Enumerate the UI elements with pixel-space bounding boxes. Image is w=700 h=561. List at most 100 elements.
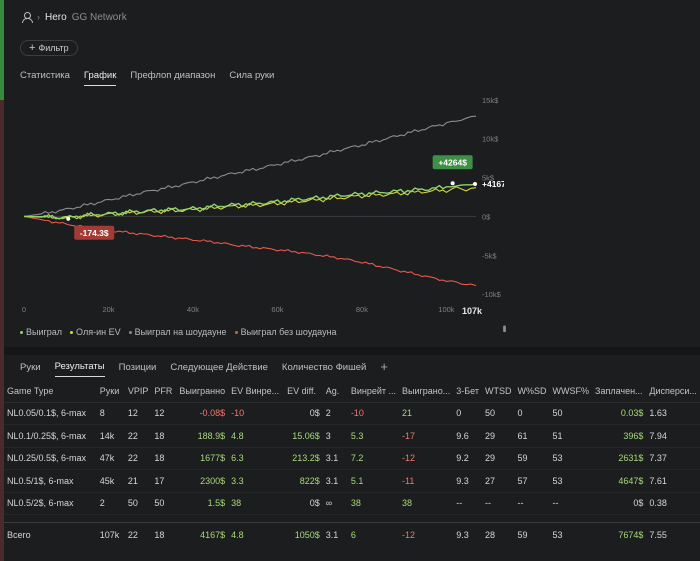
- table-row[interactable]: NL0.05/0.1$, 6-max 8 12 12 -0.08$ -10 0$ 2 -10 21…: [4, 402, 700, 425]
- filter-button[interactable]: + Фильтр: [20, 40, 78, 56]
- table-row[interactable]: NL0.1/0.25$, 6-max 14k 22 18 188.9$ 4.8 15.06$…: [4, 424, 700, 448]
- y-tick-label: 15k$: [482, 96, 499, 105]
- column-header-won[interactable]: Выигранно: [176, 380, 229, 403]
- cell-aggression: 3.1: [322, 447, 348, 470]
- min-value-label: -174.3$: [80, 228, 109, 238]
- cell-ev-winrate: -10: [228, 402, 285, 425]
- cell-aggression: 3.1: [322, 522, 348, 547]
- cell-ev-diff: 1050$: [284, 522, 323, 547]
- cell-vpip: 50: [124, 492, 152, 515]
- cell-winrate: 7.2: [347, 447, 399, 470]
- legend-item-showdown[interactable]: Выиграл на шоудауне: [128, 327, 227, 337]
- cell-variance: 7.61: [646, 469, 700, 493]
- max-value-badge: [432, 155, 473, 170]
- cell-variance: 7.55: [646, 522, 700, 547]
- column-header-ev-diff[interactable]: EV diff.: [284, 380, 323, 403]
- tab-positions[interactable]: Позиции: [118, 361, 157, 373]
- min-value-badge: [74, 225, 115, 240]
- table-row[interactable]: NL0.5/2$, 6-max 2 50 50 1.5$ 38 0$ ∞ 38 38 -- -- -- -…: [4, 492, 700, 515]
- cell-wsd: 59: [514, 447, 550, 470]
- table-body: NL0.05/0.1$, 6-max 8 12 12 -0.08$ -10 0$ 2 -10 21…: [4, 402, 700, 547]
- tab-hands[interactable]: Руки: [20, 361, 41, 373]
- cell-vpip: 12: [124, 402, 152, 425]
- y-tick-label: 0$: [482, 212, 491, 221]
- cell-wwsf: 53: [549, 469, 593, 493]
- column-header-winrate[interactable]: Винрейт ...: [347, 380, 399, 403]
- left-edge-accent: [0, 0, 4, 100]
- winnings-chart[interactable]: 15k$ 10k$ 5k$ 0$ -5k$ -10k$ 0 20k 40k 60k 80k 100k 1…: [4, 88, 504, 320]
- cell-ev-winrate: 38: [228, 492, 285, 515]
- tab-results[interactable]: Результаты: [54, 361, 105, 377]
- legend-label: Оля-ин EV: [76, 327, 121, 337]
- cell-won: 4167$: [176, 522, 229, 547]
- column-header-pfr[interactable]: PFR: [151, 380, 177, 403]
- column-header-three-bet[interactable]: 3-Бет: [453, 380, 483, 403]
- column-header-aggression[interactable]: Ag.: [322, 380, 348, 403]
- table-header-row: Game Type Руки VPIP PFR Выигранно EV Винре...…: [4, 380, 700, 403]
- cell-game-type: NL0.05/0.1$, 6-max: [4, 402, 97, 425]
- cell-won-showdown: 38: [398, 492, 454, 515]
- column-header-wtsd[interactable]: WTSD: [482, 380, 515, 403]
- y-tick-label: -5k$: [482, 251, 497, 260]
- cell-pfr: 50: [151, 492, 177, 515]
- legend-label: Выиграл без шоудауна: [240, 327, 337, 337]
- tab-graph[interactable]: График: [83, 70, 117, 86]
- cell-wtsd: 50: [482, 402, 515, 425]
- legend-item-allin-ev[interactable]: Оля-ин EV: [70, 327, 121, 337]
- x-tick-label-total: 107k: [462, 306, 483, 316]
- cell-ev-winrate: 4.8: [228, 424, 285, 448]
- cell-three-bet: 9.3: [453, 469, 483, 493]
- column-header-paid[interactable]: Заплачен...: [592, 380, 647, 403]
- cell-hands: 45k: [96, 469, 125, 493]
- cell-winrate: 5.3: [347, 424, 399, 448]
- tab-hand-strength[interactable]: Сила руки: [229, 70, 275, 81]
- column-header-game-type[interactable]: Game Type: [4, 380, 97, 403]
- column-header-wsd[interactable]: W%SD: [514, 380, 550, 403]
- column-header-variance[interactable]: Дисперси...: [646, 380, 700, 403]
- cell-pfr: 18: [151, 447, 177, 470]
- column-header-won-showdown[interactable]: Выиграно...: [398, 380, 454, 403]
- cell-hands: 8: [96, 402, 125, 425]
- x-tick-label: 20k: [102, 305, 114, 314]
- tab-chip-count[interactable]: Количество Фишей: [281, 361, 367, 373]
- table-row[interactable]: NL0.5/1$, 6-max 45k 21 17 2300$ 3.3 822$ 3.1 5.1…: [4, 469, 700, 493]
- table-total-row[interactable]: Всего 107k 22 18 4167$ 4.8 1050$ 3.1 6 -12 9.3 28 59…: [4, 522, 700, 547]
- table-spacer: [4, 515, 700, 523]
- cell-wwsf: 53: [549, 447, 593, 470]
- series-line-showdown: [23, 115, 477, 217]
- legend-item-non-showdown[interactable]: Выиграл без шоудауна: [234, 327, 337, 337]
- column-header-vpip[interactable]: VPIP: [124, 380, 152, 403]
- cell-aggression: ∞: [322, 492, 348, 515]
- cell-won: 188.9$: [176, 424, 229, 448]
- cell-paid: 0.03$: [592, 402, 647, 425]
- user-icon: [22, 12, 33, 23]
- legend-item-won[interactable]: Выиграл: [20, 327, 62, 337]
- more-options-icon[interactable]: •••: [498, 325, 510, 331]
- table-row[interactable]: NL0.25/0.5$, 6-max 47k 22 18 1677$ 6.3 213.2$ 3…: [4, 447, 700, 470]
- legend-dot: [128, 330, 132, 334]
- cell-variance: 1.63: [646, 402, 700, 425]
- cell-hands: 2: [96, 492, 125, 515]
- column-header-hands[interactable]: Руки: [96, 380, 125, 403]
- cell-vpip: 22: [124, 424, 152, 448]
- filter-label: Фильтр: [38, 43, 69, 53]
- cell-ev-winrate: 4.8: [228, 522, 285, 547]
- column-header-ev-winrate[interactable]: EV Винре...: [228, 380, 285, 403]
- tab-preflop-range[interactable]: Префлоп диапазон: [130, 70, 216, 81]
- cell-ev-winrate: 3.3: [228, 469, 285, 493]
- add-tab-icon[interactable]: +: [380, 359, 388, 374]
- cell-vpip: 22: [124, 447, 152, 470]
- legend-label: Выиграл: [26, 327, 63, 337]
- player-name[interactable]: Hero: [45, 11, 67, 23]
- final-value-marker: [473, 182, 477, 187]
- tab-statistics[interactable]: Статистика: [20, 70, 70, 81]
- tab-next-action[interactable]: Следующее Действие: [170, 361, 268, 373]
- cell-wtsd: 29: [482, 424, 515, 448]
- x-tick-label: 60k: [271, 305, 283, 314]
- series-line-allin-ev: [23, 186, 477, 220]
- column-header-wwsf[interactable]: WWSF%: [549, 380, 593, 403]
- spacer-cell: [4, 515, 700, 523]
- legend-label: Выиграл на шоудауне: [134, 327, 227, 337]
- cell-aggression: 3: [322, 424, 348, 448]
- cell-winrate: -10: [347, 402, 399, 425]
